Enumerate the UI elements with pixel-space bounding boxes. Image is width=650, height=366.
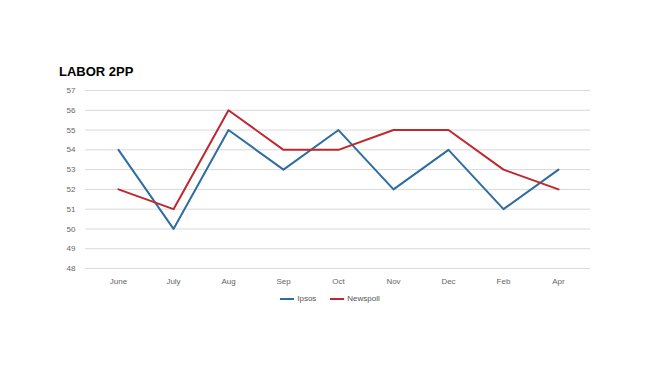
svg-text:Aug: Aug: [221, 277, 235, 286]
svg-text:Sep: Sep: [276, 277, 291, 286]
svg-text:56: 56: [67, 106, 76, 115]
svg-text:July: July: [166, 277, 180, 286]
svg-text:51: 51: [67, 205, 76, 214]
svg-text:53: 53: [67, 165, 76, 174]
svg-text:54: 54: [67, 145, 76, 154]
html-text:Ipsos: Ipsos: [297, 294, 317, 303]
svg-text:Nov: Nov: [386, 277, 400, 286]
svg-text:Apr: Apr: [552, 277, 565, 286]
svg-text:June: June: [110, 277, 128, 286]
svg-text:55: 55: [67, 126, 76, 135]
svg-text:52: 52: [67, 185, 76, 194]
svg-text:Dec: Dec: [441, 277, 455, 286]
svg-text:48: 48: [67, 264, 76, 273]
html-text:LABOR 2PP: LABOR 2PP: [59, 64, 134, 79]
svg-text:50: 50: [67, 225, 76, 234]
html-text:Newspoll: Newspoll: [347, 294, 380, 303]
svg-text:Feb: Feb: [497, 277, 511, 286]
svg-text:57: 57: [67, 86, 76, 95]
svg-text:49: 49: [67, 244, 76, 253]
svg-text:Oct: Oct: [332, 277, 345, 286]
